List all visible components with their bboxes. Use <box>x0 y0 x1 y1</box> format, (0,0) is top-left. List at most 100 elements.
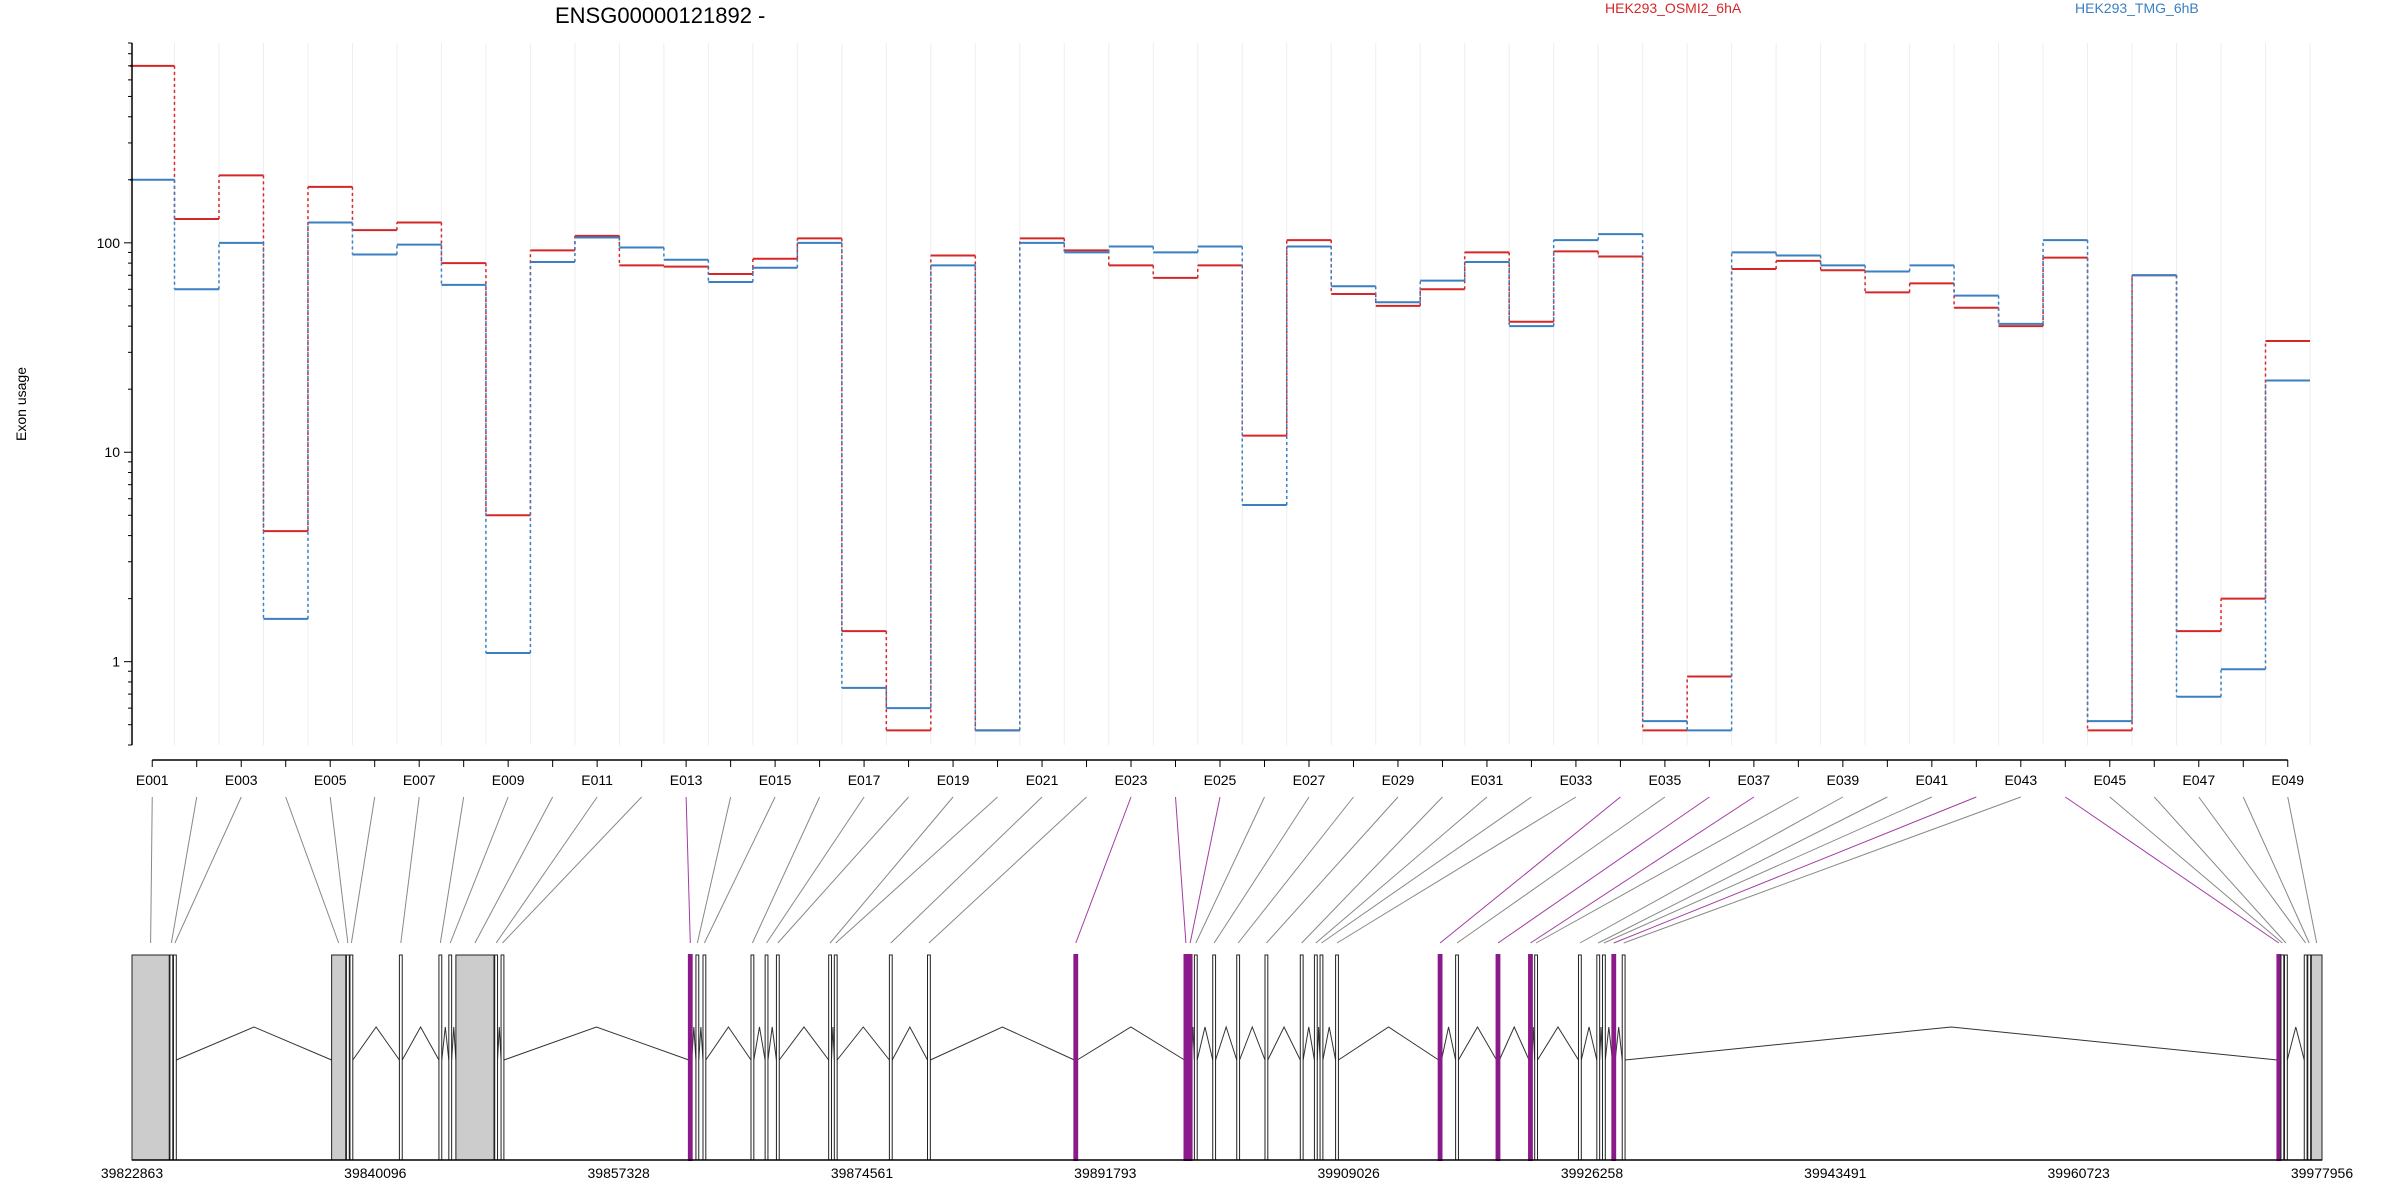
exon-connector-line <box>150 796 153 944</box>
series-2 <box>130 178 2310 732</box>
exon-connector-line <box>1075 796 1132 944</box>
exon-connector-line <box>495 796 598 944</box>
genomic-coordinate-label: 39926258 <box>1561 1165 1624 1181</box>
exon-box <box>1335 954 1339 1161</box>
exon-box <box>927 954 931 1161</box>
intron-line <box>1338 1026 1439 1061</box>
exon-connector-line <box>400 796 420 944</box>
exon-box <box>775 954 780 1161</box>
exon-box <box>1264 954 1269 1161</box>
exon-box <box>1611 954 1617 1161</box>
exon-box <box>448 954 453 1161</box>
exon-box <box>2280 954 2285 1161</box>
exon-connector-line <box>1189 796 1221 944</box>
intron-line <box>705 1026 752 1061</box>
exon-connector-line <box>1266 796 1399 944</box>
intron-line <box>497 1026 502 1061</box>
x-tick-label: E027 <box>1293 772 1326 788</box>
y-tick-label: 1 <box>112 654 120 670</box>
exon-connector-line <box>751 796 821 944</box>
exon-connector-line <box>174 796 242 944</box>
exon-connector-line <box>1336 796 1577 944</box>
intron-line <box>1580 1026 1598 1061</box>
exon-connector-line <box>1456 796 1666 944</box>
exon-box <box>2310 954 2323 1161</box>
intron-line <box>441 1026 450 1061</box>
exon-connector-line <box>502 796 642 944</box>
exon-box <box>1577 954 1582 1161</box>
x-tick-label: E035 <box>1649 772 1682 788</box>
exon-box <box>398 954 403 1161</box>
exon-connector-line <box>1623 796 2021 944</box>
exon-box <box>349 954 354 1161</box>
exon-box <box>750 954 755 1161</box>
intron-line <box>2286 1026 2305 1061</box>
intron-line <box>1458 1026 1498 1061</box>
x-tick-label: E043 <box>2004 772 2037 788</box>
exon-connector-line <box>350 796 376 944</box>
exon-connector-line <box>835 796 998 944</box>
exon-connector-line <box>1237 796 1354 944</box>
x-tick-label: E045 <box>2093 772 2126 788</box>
genomic-coordinate-label: 39909026 <box>1318 1165 1381 1181</box>
exon-box <box>1299 954 1304 1161</box>
exon-box <box>1319 954 1324 1161</box>
grid-layer <box>129 43 2311 745</box>
genomic-coordinate-label: 39822863 <box>101 1165 164 1181</box>
exon-connector-line <box>1315 796 1488 944</box>
x-tick-label: E005 <box>314 772 347 788</box>
exon-connector-line <box>2198 796 2307 944</box>
intron-line <box>401 1025 440 1061</box>
y-axis-label: Exon usage <box>13 367 29 441</box>
exon-box <box>169 954 174 1161</box>
exon-connector-line <box>2109 796 2283 944</box>
x-tick-label: E017 <box>848 772 881 788</box>
series-layer <box>130 64 2310 732</box>
x-tick-label: E015 <box>759 772 792 788</box>
series-1 <box>130 64 2310 732</box>
exon-connector-line <box>1175 796 1187 944</box>
exon-box <box>828 954 832 1161</box>
x-tick-label: E025 <box>1204 772 1237 788</box>
x-tick-label: E001 <box>136 772 169 788</box>
exon-connector-line <box>2153 796 2287 944</box>
intron-line <box>1267 1025 1301 1061</box>
gene-model-layer: 39822863 39840096 39857328 39874561 39891793… <box>101 954 2353 1181</box>
exon-connector-line <box>777 796 909 944</box>
axis-layer: 1 10 100 E001 E003 E005 E007 E009 E011 E013 E015 E0… <box>97 42 2304 788</box>
exon-connector-line <box>474 796 554 944</box>
exon-connector-line <box>1213 796 1310 944</box>
exon-box <box>1183 954 1189 1161</box>
exon-connector-line <box>1195 796 1265 944</box>
exon-box <box>494 954 499 1161</box>
exon-connector-line <box>890 796 1043 944</box>
exon-box <box>1236 954 1241 1161</box>
exon-connector-line <box>1603 796 1933 944</box>
intron-line <box>930 1026 1075 1061</box>
exon-box <box>1601 954 1606 1161</box>
intron-line <box>891 1025 928 1061</box>
x-tick-label: E009 <box>492 772 525 788</box>
intron-line <box>1215 1025 1238 1061</box>
intron-line <box>778 1026 830 1061</box>
x-tick-label: E013 <box>670 772 703 788</box>
exon-connector-line <box>329 796 349 944</box>
intron-line <box>352 1026 400 1061</box>
exon-connector-line <box>685 796 691 944</box>
intron-line <box>1604 1026 1613 1061</box>
exon-connector-line <box>1321 796 1532 944</box>
exon-connector-line <box>1301 796 1443 944</box>
exon-box <box>1621 954 1626 1161</box>
exon-connector-line <box>1530 796 1755 944</box>
exon-box <box>500 954 505 1161</box>
x-tick-label: E029 <box>1382 772 1415 788</box>
intron-line <box>1076 1026 1185 1061</box>
exon-box <box>695 954 700 1161</box>
intron-line <box>698 1026 704 1061</box>
legend-series-1: HEK293_OSMI2_6hA <box>1605 0 1742 16</box>
genomic-coordinate-label: 39857328 <box>588 1165 651 1181</box>
intron-line <box>1537 1026 1579 1061</box>
x-tick-label: E049 <box>2271 772 2304 788</box>
exon-box <box>455 954 495 1161</box>
